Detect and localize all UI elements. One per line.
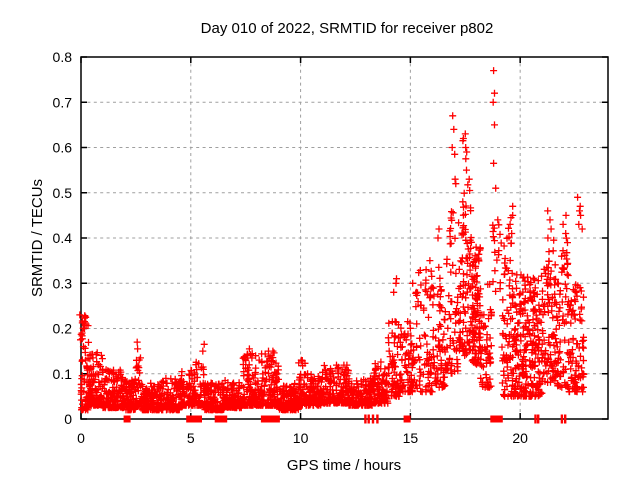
y-tick-label: 0.3 bbox=[53, 275, 73, 291]
x-tick-label: 10 bbox=[293, 430, 309, 446]
y-tick-label: 0.6 bbox=[53, 140, 73, 156]
x-tick-label: 20 bbox=[512, 430, 528, 446]
y-tick-label: 0.5 bbox=[53, 185, 73, 201]
y-tick-label: 0.1 bbox=[53, 366, 73, 382]
data-points bbox=[76, 67, 588, 414]
y-tick-label: 0.8 bbox=[53, 49, 73, 65]
chart-title: Day 010 of 2022, SRMTID for receiver p80… bbox=[201, 20, 494, 37]
x-tick-label: 15 bbox=[403, 430, 419, 446]
x-tick-label: 0 bbox=[77, 430, 85, 446]
y-tick-label: 0.4 bbox=[53, 230, 73, 246]
data-points-layer bbox=[76, 67, 588, 424]
tick-labels: 0 5 10 15 20 0 0.1 0.2 0.3 0.4 0.5 0.6 0.7 0.8 bbox=[53, 49, 529, 446]
y-tick-label: 0.7 bbox=[53, 94, 73, 110]
x-axis-label: GPS time / hours bbox=[287, 457, 401, 474]
y-tick-label: 0 bbox=[64, 411, 72, 427]
y-tick-label: 0.2 bbox=[53, 321, 73, 337]
x-tick-label: 5 bbox=[187, 430, 195, 446]
y-axis-label: SRMTID / TECUs bbox=[29, 179, 46, 297]
